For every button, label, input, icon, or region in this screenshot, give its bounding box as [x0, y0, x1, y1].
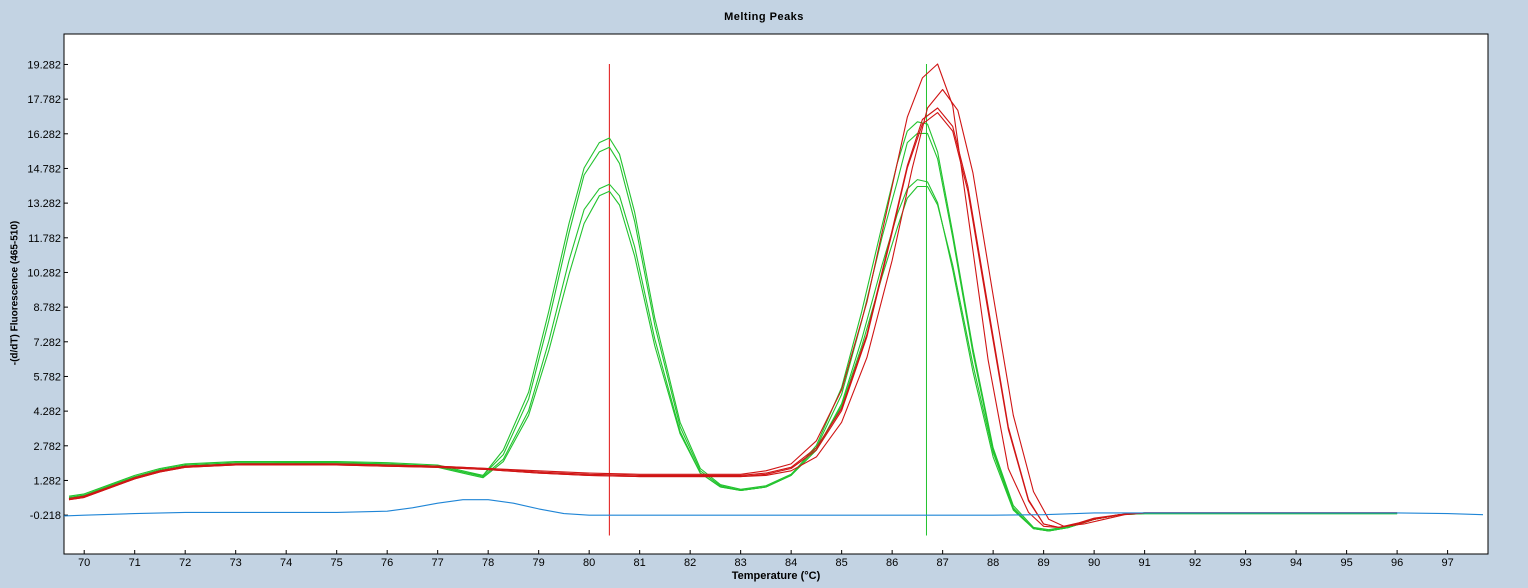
y-tick-label: 2.782 [33, 441, 61, 453]
y-tick-label: -0.218 [30, 510, 61, 522]
x-tick-label: 74 [280, 557, 292, 569]
series-line [63, 499, 1484, 517]
x-tick-label: 87 [937, 557, 949, 569]
x-tick-label: 85 [836, 557, 848, 569]
x-tick-label: 89 [1038, 557, 1050, 569]
x-axis-label: Temperature (°C) [731, 570, 821, 582]
x-tick-label: 76 [381, 557, 393, 569]
y-tick-label: 8.782 [33, 302, 61, 314]
y-tick-label: 19.282 [27, 59, 61, 71]
x-axis: 70 71 72 73 74 75 76 77 78 79 80 81 82 83 84 85 86 87 88 89… [78, 550, 1454, 569]
y-axis: -0.218 1.282 2.782 4.282 5.782 7.282 8.782 10.2… [27, 59, 68, 522]
x-tick-label: 92 [1189, 557, 1201, 569]
y-tick-label: 13.282 [27, 198, 61, 210]
marker-lines [608, 64, 927, 536]
x-tick-label: 82 [684, 557, 696, 569]
x-tick-label: 71 [129, 557, 141, 569]
x-tick-label: 79 [533, 557, 545, 569]
x-tick-label: 78 [482, 557, 494, 569]
x-tick-label: 95 [1340, 557, 1352, 569]
chart-title: Melting Peaks [724, 11, 804, 23]
y-tick-label: 17.782 [27, 94, 61, 106]
x-tick-label: 91 [1138, 557, 1150, 569]
x-tick-label: 97 [1441, 557, 1453, 569]
x-tick-label: 80 [583, 557, 595, 569]
x-tick-label: 70 [78, 557, 90, 569]
y-tick-label: 11.782 [28, 233, 61, 245]
y-tick-label: 14.782 [27, 163, 61, 175]
x-tick-label: 90 [1088, 557, 1100, 569]
x-tick-label: 84 [785, 557, 797, 569]
x-tick-label: 77 [432, 557, 444, 569]
y-tick-label: 5.782 [33, 371, 61, 383]
x-tick-label: 93 [1239, 557, 1251, 569]
series-line [68, 88, 1398, 527]
y-tick-label: 10.282 [27, 267, 61, 279]
series-group [63, 63, 1484, 532]
x-tick-label: 75 [331, 557, 343, 569]
x-tick-label: 96 [1391, 557, 1403, 569]
y-tick-label: 7.282 [33, 337, 61, 349]
x-tick-label: 81 [634, 557, 646, 569]
plot-area [63, 33, 1489, 555]
x-tick-label: 86 [886, 557, 898, 569]
y-tick-label: 4.282 [33, 406, 61, 418]
y-tick-label: 16.282 [27, 129, 61, 141]
series-line [68, 63, 1398, 528]
x-tick-label: 94 [1290, 557, 1302, 569]
y-tick-label: 1.282 [33, 475, 61, 487]
x-tick-label: 83 [735, 557, 747, 569]
x-tick-label: 88 [987, 557, 999, 569]
x-tick-label: 73 [230, 557, 242, 569]
x-tick-label: 72 [179, 557, 191, 569]
